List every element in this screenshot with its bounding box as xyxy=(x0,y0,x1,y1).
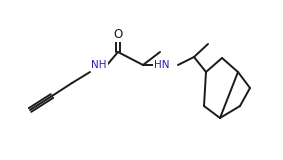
Text: NH: NH xyxy=(91,60,107,70)
Text: HN: HN xyxy=(154,60,170,70)
Text: O: O xyxy=(113,28,123,40)
